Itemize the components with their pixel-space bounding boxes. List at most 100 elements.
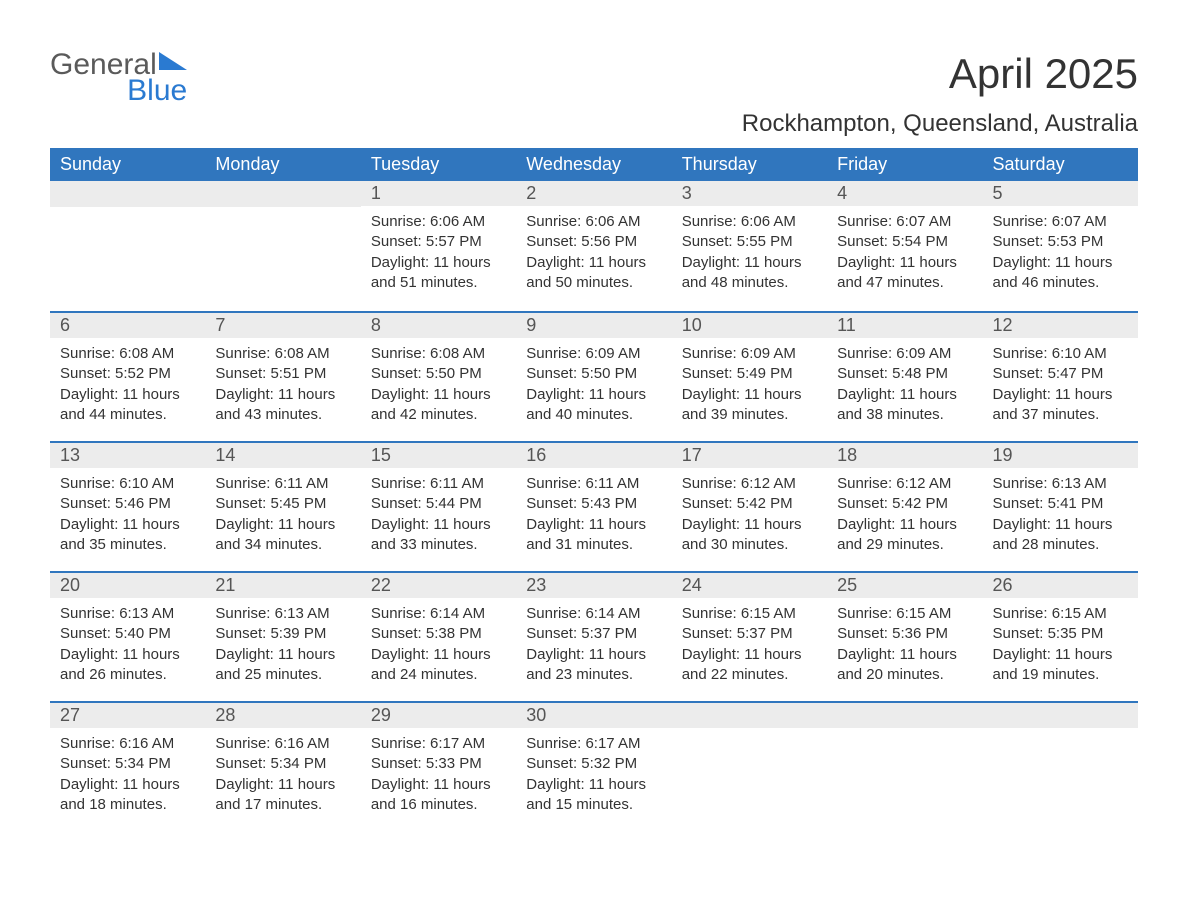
calendar-week: 6Sunrise: 6:08 AMSunset: 5:52 PMDaylight… xyxy=(50,311,1138,441)
calendar-week: 1Sunrise: 6:06 AMSunset: 5:57 PMDaylight… xyxy=(50,181,1138,311)
day-body: Sunrise: 6:16 AMSunset: 5:34 PMDaylight:… xyxy=(205,728,360,821)
calendar-cell: 17Sunrise: 6:12 AMSunset: 5:42 PMDayligh… xyxy=(672,441,827,571)
calendar-cell: 15Sunrise: 6:11 AMSunset: 5:44 PMDayligh… xyxy=(361,441,516,571)
day-sunset: Sunset: 5:37 PM xyxy=(526,624,661,644)
day-sunrise: Sunrise: 6:15 AM xyxy=(837,604,972,624)
day-number: 29 xyxy=(361,701,516,728)
calendar-table: Sunday Monday Tuesday Wednesday Thursday… xyxy=(50,148,1138,831)
day-dl1: Daylight: 11 hours xyxy=(837,645,972,665)
day-body: Sunrise: 6:12 AMSunset: 5:42 PMDaylight:… xyxy=(827,468,982,561)
day-sunrise: Sunrise: 6:07 AM xyxy=(993,212,1128,232)
day-dl1: Daylight: 11 hours xyxy=(837,253,972,273)
day-dl2: and 22 minutes. xyxy=(682,665,817,685)
day-dl2: and 20 minutes. xyxy=(837,665,972,685)
day-dl1: Daylight: 11 hours xyxy=(371,515,506,535)
day-dl1: Daylight: 11 hours xyxy=(837,515,972,535)
day-sunrise: Sunrise: 6:06 AM xyxy=(682,212,817,232)
calendar-cell: 18Sunrise: 6:12 AMSunset: 5:42 PMDayligh… xyxy=(827,441,982,571)
day-dl2: and 38 minutes. xyxy=(837,405,972,425)
day-body: Sunrise: 6:13 AMSunset: 5:40 PMDaylight:… xyxy=(50,598,205,691)
calendar-cell: 10Sunrise: 6:09 AMSunset: 5:49 PMDayligh… xyxy=(672,311,827,441)
day-dl1: Daylight: 11 hours xyxy=(993,385,1128,405)
day-body: Sunrise: 6:15 AMSunset: 5:35 PMDaylight:… xyxy=(983,598,1138,691)
day-sunset: Sunset: 5:39 PM xyxy=(215,624,350,644)
col-saturday: Saturday xyxy=(983,148,1138,181)
day-sunrise: Sunrise: 6:16 AM xyxy=(215,734,350,754)
day-dl1: Daylight: 11 hours xyxy=(993,253,1128,273)
day-dl2: and 31 minutes. xyxy=(526,535,661,555)
day-dl2: and 30 minutes. xyxy=(682,535,817,555)
day-sunset: Sunset: 5:49 PM xyxy=(682,364,817,384)
day-number: 14 xyxy=(205,441,360,468)
day-sunset: Sunset: 5:57 PM xyxy=(371,232,506,252)
day-body: Sunrise: 6:06 AMSunset: 5:56 PMDaylight:… xyxy=(516,206,671,299)
day-body: Sunrise: 6:15 AMSunset: 5:37 PMDaylight:… xyxy=(672,598,827,691)
day-body: Sunrise: 6:06 AMSunset: 5:57 PMDaylight:… xyxy=(361,206,516,299)
day-dl1: Daylight: 11 hours xyxy=(682,515,817,535)
calendar-cell xyxy=(983,701,1138,831)
day-number: 25 xyxy=(827,571,982,598)
day-body: Sunrise: 6:07 AMSunset: 5:53 PMDaylight:… xyxy=(983,206,1138,299)
day-dl2: and 40 minutes. xyxy=(526,405,661,425)
calendar-cell: 23Sunrise: 6:14 AMSunset: 5:37 PMDayligh… xyxy=(516,571,671,701)
day-dl1: Daylight: 11 hours xyxy=(215,515,350,535)
day-number: 15 xyxy=(361,441,516,468)
day-dl2: and 15 minutes. xyxy=(526,795,661,815)
day-sunrise: Sunrise: 6:14 AM xyxy=(371,604,506,624)
day-number xyxy=(983,701,1138,728)
day-body: Sunrise: 6:07 AMSunset: 5:54 PMDaylight:… xyxy=(827,206,982,299)
day-sunset: Sunset: 5:34 PM xyxy=(60,754,195,774)
day-dl1: Daylight: 11 hours xyxy=(526,515,661,535)
calendar-week: 27Sunrise: 6:16 AMSunset: 5:34 PMDayligh… xyxy=(50,701,1138,831)
day-dl2: and 24 minutes. xyxy=(371,665,506,685)
day-body: Sunrise: 6:08 AMSunset: 5:50 PMDaylight:… xyxy=(361,338,516,431)
day-sunrise: Sunrise: 6:08 AM xyxy=(60,344,195,364)
day-number: 24 xyxy=(672,571,827,598)
day-sunrise: Sunrise: 6:07 AM xyxy=(837,212,972,232)
calendar-cell xyxy=(50,181,205,311)
day-body: Sunrise: 6:17 AMSunset: 5:32 PMDaylight:… xyxy=(516,728,671,821)
day-sunset: Sunset: 5:38 PM xyxy=(371,624,506,644)
day-body: Sunrise: 6:16 AMSunset: 5:34 PMDaylight:… xyxy=(50,728,205,821)
day-sunset: Sunset: 5:35 PM xyxy=(993,624,1128,644)
day-number: 12 xyxy=(983,311,1138,338)
day-dl2: and 16 minutes. xyxy=(371,795,506,815)
day-number: 10 xyxy=(672,311,827,338)
day-body: Sunrise: 6:10 AMSunset: 5:47 PMDaylight:… xyxy=(983,338,1138,431)
day-sunrise: Sunrise: 6:08 AM xyxy=(371,344,506,364)
location-text: Rockhampton, Queensland, Australia xyxy=(742,110,1138,138)
day-number: 16 xyxy=(516,441,671,468)
calendar-cell: 16Sunrise: 6:11 AMSunset: 5:43 PMDayligh… xyxy=(516,441,671,571)
day-dl1: Daylight: 11 hours xyxy=(371,253,506,273)
day-sunset: Sunset: 5:33 PM xyxy=(371,754,506,774)
day-body: Sunrise: 6:13 AMSunset: 5:41 PMDaylight:… xyxy=(983,468,1138,561)
calendar-cell: 27Sunrise: 6:16 AMSunset: 5:34 PMDayligh… xyxy=(50,701,205,831)
calendar-week: 20Sunrise: 6:13 AMSunset: 5:40 PMDayligh… xyxy=(50,571,1138,701)
day-dl1: Daylight: 11 hours xyxy=(526,253,661,273)
day-sunset: Sunset: 5:42 PM xyxy=(682,494,817,514)
day-dl1: Daylight: 11 hours xyxy=(526,645,661,665)
day-dl2: and 28 minutes. xyxy=(993,535,1128,555)
day-dl1: Daylight: 11 hours xyxy=(371,775,506,795)
day-sunrise: Sunrise: 6:13 AM xyxy=(60,604,195,624)
day-sunset: Sunset: 5:51 PM xyxy=(215,364,350,384)
day-body xyxy=(205,207,360,219)
day-dl1: Daylight: 11 hours xyxy=(526,385,661,405)
day-body: Sunrise: 6:14 AMSunset: 5:38 PMDaylight:… xyxy=(361,598,516,691)
day-dl2: and 19 minutes. xyxy=(993,665,1128,685)
col-friday: Friday xyxy=(827,148,982,181)
day-body: Sunrise: 6:08 AMSunset: 5:51 PMDaylight:… xyxy=(205,338,360,431)
day-sunset: Sunset: 5:40 PM xyxy=(60,624,195,644)
logo-triangle-icon xyxy=(159,52,187,75)
calendar-cell xyxy=(827,701,982,831)
day-sunrise: Sunrise: 6:17 AM xyxy=(371,734,506,754)
day-sunset: Sunset: 5:37 PM xyxy=(682,624,817,644)
day-dl2: and 34 minutes. xyxy=(215,535,350,555)
day-body: Sunrise: 6:06 AMSunset: 5:55 PMDaylight:… xyxy=(672,206,827,299)
calendar-cell: 29 Sunrise: 6:17 AMSunset: 5:33 PMDayligh… xyxy=(361,701,516,831)
day-sunrise: Sunrise: 6:17 AM xyxy=(526,734,661,754)
day-number: 21 xyxy=(205,571,360,598)
day-sunset: Sunset: 5:32 PM xyxy=(526,754,661,774)
day-dl1: Daylight: 11 hours xyxy=(215,775,350,795)
calendar-cell: 4Sunrise: 6:07 AMSunset: 5:54 PMDaylight… xyxy=(827,181,982,311)
